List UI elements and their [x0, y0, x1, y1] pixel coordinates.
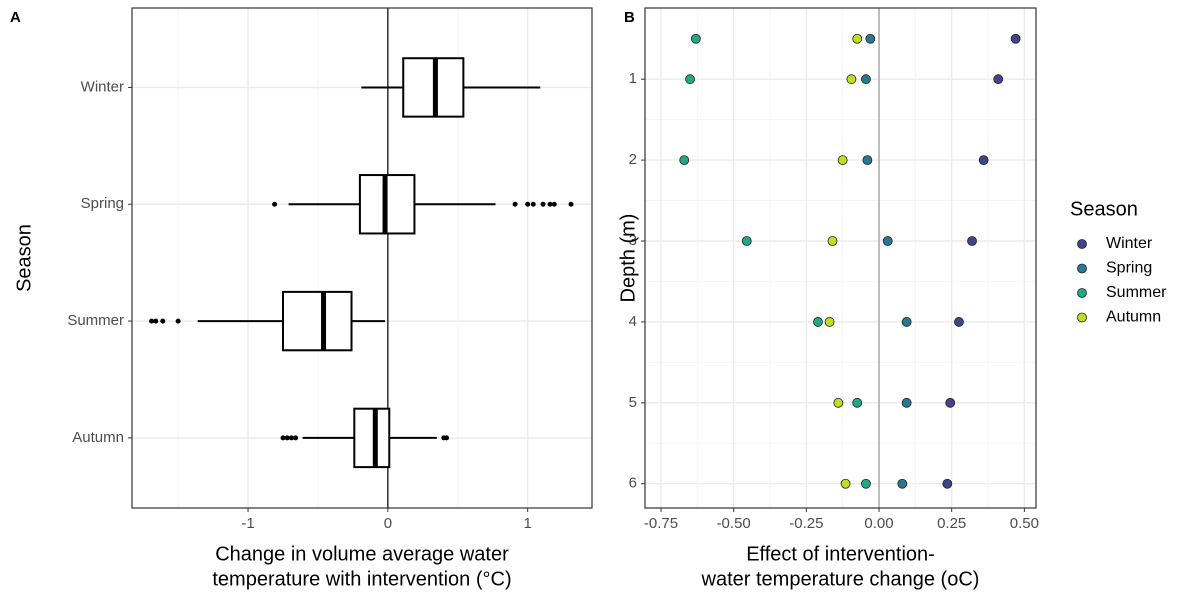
x-tick-label: 0.00 — [864, 515, 893, 532]
outlier — [568, 201, 574, 207]
x-tick-label: 0.50 — [1010, 515, 1039, 532]
point — [954, 317, 964, 327]
x-axis-title: water temperature change (oC) — [701, 568, 980, 590]
y-tick-label: Summer — [67, 312, 124, 329]
point — [679, 155, 690, 166]
plot-background — [645, 8, 1036, 508]
point — [837, 155, 848, 166]
x-tick-label: -0.50 — [717, 515, 751, 532]
point — [824, 317, 835, 327]
y-tick-label: 3 — [629, 232, 637, 249]
point — [685, 74, 695, 85]
point — [942, 478, 953, 489]
point — [833, 397, 844, 408]
x-tick-label: -0.75 — [644, 515, 678, 532]
y-tick-label: 4 — [629, 313, 637, 330]
legend-label: Summer — [1106, 284, 1167, 301]
y-axis-title: Season — [13, 224, 35, 292]
outlier — [284, 435, 290, 441]
outlier — [547, 201, 553, 207]
point — [741, 236, 752, 246]
x-axis-title: Effect of intervention- — [746, 543, 935, 565]
y-tick-label: 2 — [629, 151, 637, 168]
box — [353, 407, 391, 469]
legend-title: Season — [1070, 198, 1138, 220]
outlier — [512, 201, 518, 207]
x-tick-label: 0 — [384, 515, 392, 532]
point — [852, 397, 863, 408]
legend-label: Autumn — [1106, 309, 1161, 326]
point — [1010, 33, 1021, 44]
point — [901, 317, 912, 327]
outlier — [293, 435, 299, 441]
x-tick-label: 1 — [524, 515, 532, 532]
outlier — [525, 201, 531, 207]
y-tick-label: 5 — [629, 394, 637, 411]
point — [827, 236, 838, 246]
point — [882, 236, 893, 246]
legend-swatch — [1077, 263, 1087, 274]
point — [840, 478, 851, 489]
point — [852, 33, 863, 44]
x-axis-title: temperature with intervention (°C) — [212, 568, 511, 590]
outlier — [288, 435, 294, 441]
outlier — [149, 318, 155, 324]
outlier — [160, 318, 166, 324]
outlier — [551, 201, 557, 207]
legend-swatch — [1077, 239, 1087, 249]
outlier — [153, 318, 159, 324]
outlier — [530, 201, 536, 207]
point — [865, 33, 876, 44]
y-tick-label: 1 — [629, 70, 637, 87]
x-tick-label: -1 — [241, 515, 254, 532]
point — [862, 155, 873, 166]
plot-border — [644, 7, 1037, 509]
legend-swatch — [1077, 312, 1087, 323]
panel-label: B — [624, 9, 635, 26]
panel-label: A — [10, 9, 21, 26]
box — [282, 290, 353, 352]
outlier — [175, 318, 181, 324]
outlier — [540, 201, 546, 207]
y-tick-label: Autumn — [72, 429, 124, 446]
outlier — [280, 435, 286, 441]
y-tick-label: Spring — [81, 195, 124, 212]
point — [897, 478, 908, 489]
outlier — [272, 201, 278, 207]
point — [813, 317, 823, 327]
legend-label: Spring — [1106, 260, 1152, 277]
point — [861, 478, 871, 489]
legend-swatch — [1077, 288, 1087, 298]
outlier — [444, 435, 450, 441]
point — [945, 397, 956, 408]
plot-border — [131, 7, 593, 509]
point — [978, 155, 989, 166]
point — [861, 74, 871, 85]
legend-label: Winter — [1106, 235, 1153, 252]
point — [846, 74, 857, 85]
point — [901, 397, 912, 408]
point — [690, 33, 701, 44]
x-tick-label: 0.25 — [937, 515, 966, 532]
point — [967, 236, 977, 246]
x-tick-label: -0.25 — [789, 515, 823, 532]
y-axis-title: Depth (m) — [617, 214, 639, 303]
y-tick-label: 6 — [629, 475, 637, 492]
y-tick-label: Winter — [81, 78, 124, 95]
point — [993, 74, 1004, 85]
x-axis-title: Change in volume average water — [215, 543, 509, 565]
